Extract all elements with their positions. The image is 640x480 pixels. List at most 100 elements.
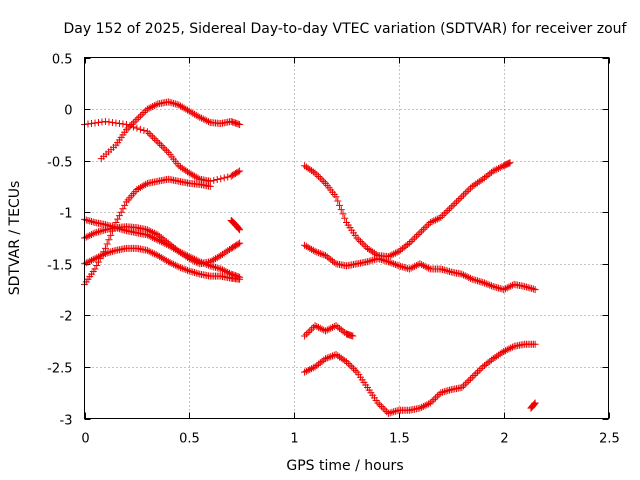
data-point xyxy=(84,258,92,266)
data-point xyxy=(472,276,480,284)
data-point xyxy=(468,373,476,381)
data-point xyxy=(192,269,200,277)
data-point xyxy=(100,226,108,234)
data-point xyxy=(388,251,396,259)
data-point xyxy=(460,382,468,390)
data-point xyxy=(503,346,511,354)
data-point xyxy=(521,282,529,290)
data-point xyxy=(446,268,454,276)
data-point xyxy=(87,217,95,225)
data-point xyxy=(93,262,101,270)
data-point xyxy=(96,227,104,235)
data-point xyxy=(152,136,160,144)
data-point xyxy=(124,124,132,132)
data-point xyxy=(236,226,244,234)
data-point xyxy=(474,277,481,285)
data-point xyxy=(147,248,155,256)
data-point xyxy=(187,268,195,276)
data-point xyxy=(108,247,116,255)
data-point xyxy=(143,128,151,136)
data-point xyxy=(147,227,155,235)
data-point xyxy=(437,213,445,221)
data-point xyxy=(386,252,394,260)
data-point xyxy=(425,264,433,272)
data-point xyxy=(191,269,199,277)
data-point xyxy=(306,366,314,374)
data-point xyxy=(168,99,176,107)
data-point xyxy=(224,173,232,181)
data-point xyxy=(318,325,326,333)
data-point xyxy=(234,240,242,248)
data-point xyxy=(418,403,426,411)
data-point xyxy=(236,167,244,175)
data-point xyxy=(234,120,242,128)
data-point xyxy=(449,201,457,209)
data-point xyxy=(315,249,323,257)
data-point xyxy=(463,273,471,281)
data-point xyxy=(150,250,158,258)
data-point xyxy=(84,216,92,224)
data-point xyxy=(192,258,200,266)
data-point xyxy=(407,237,415,245)
data-point xyxy=(330,351,338,359)
data-point xyxy=(458,193,466,201)
data-point xyxy=(205,118,213,126)
data-point xyxy=(196,113,204,121)
data-point xyxy=(170,260,178,268)
data-point xyxy=(89,255,97,263)
data-point xyxy=(386,409,394,417)
data-point xyxy=(161,145,169,153)
data-point xyxy=(94,228,102,236)
data-point xyxy=(360,241,368,249)
data-point xyxy=(486,281,494,289)
data-point xyxy=(348,363,356,371)
data-point xyxy=(122,126,130,134)
data-point xyxy=(133,124,141,132)
data-point xyxy=(440,266,448,274)
chart-title: Day 152 of 2025, Sidereal Day-to-day VTE… xyxy=(64,21,628,37)
y-tick-label: -2.5 xyxy=(47,362,72,377)
data-point xyxy=(91,255,99,263)
data-point xyxy=(220,174,228,182)
data-point xyxy=(437,389,445,397)
data-point xyxy=(433,392,441,400)
data-point xyxy=(163,147,171,155)
data-point xyxy=(470,372,478,380)
data-point xyxy=(98,118,106,126)
data-point xyxy=(465,377,473,385)
data-point xyxy=(465,274,473,282)
data-point xyxy=(82,216,90,224)
data-point xyxy=(447,203,455,211)
data-point xyxy=(107,231,115,239)
data-point xyxy=(440,210,448,218)
data-point xyxy=(506,159,514,167)
data-point xyxy=(309,168,317,176)
data-point xyxy=(101,117,109,125)
data-point xyxy=(180,265,188,273)
data-point xyxy=(308,325,316,333)
data-point xyxy=(210,176,218,184)
data-point xyxy=(126,122,134,130)
data-point xyxy=(393,261,401,269)
data-point xyxy=(215,264,223,272)
data-point xyxy=(177,264,185,272)
data-point xyxy=(365,257,373,265)
data-point xyxy=(91,229,99,237)
data-point xyxy=(489,167,497,175)
data-point xyxy=(531,399,539,407)
data-point xyxy=(322,355,330,363)
data-point xyxy=(480,279,488,287)
axis-ticks xyxy=(84,57,610,420)
data-point xyxy=(129,119,137,127)
x-tick-label: 2 xyxy=(500,432,508,447)
data-point xyxy=(149,228,157,236)
data-point xyxy=(330,258,338,266)
data-point xyxy=(411,262,419,270)
data-point xyxy=(150,229,158,237)
data-point xyxy=(439,212,447,220)
data-point xyxy=(145,104,153,112)
data-point xyxy=(379,404,387,412)
data-point xyxy=(423,222,431,230)
data-point xyxy=(388,408,396,416)
grid xyxy=(84,57,609,419)
